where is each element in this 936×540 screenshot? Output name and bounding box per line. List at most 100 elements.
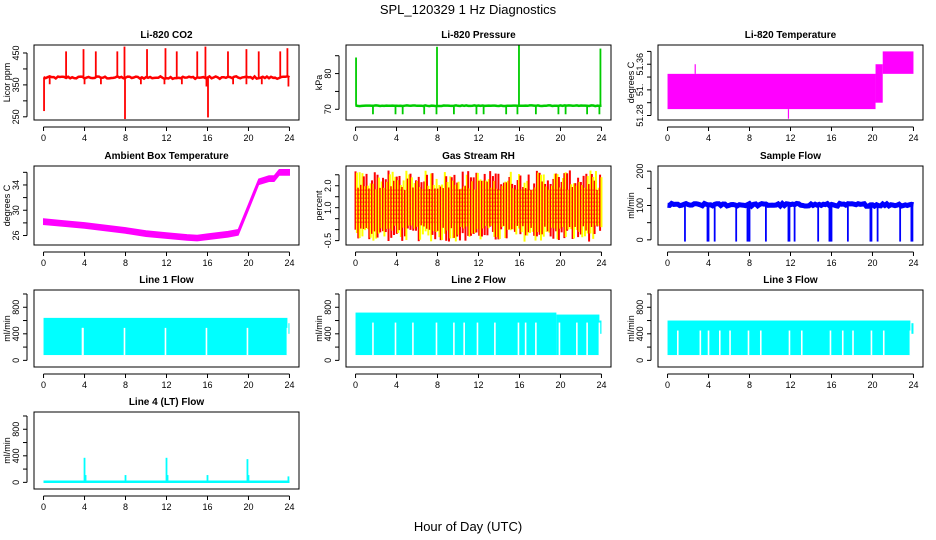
y-axis-label: degrees C xyxy=(2,184,12,226)
data-point-column xyxy=(497,173,500,240)
data-point-column xyxy=(438,184,441,238)
data-point-column xyxy=(441,184,444,240)
band-gap xyxy=(676,330,679,356)
plot-frame xyxy=(345,289,612,368)
x-tick-label: 24 xyxy=(908,380,918,390)
data-point-column xyxy=(483,173,486,236)
plot-frame xyxy=(345,44,612,121)
data-point-column xyxy=(583,187,586,237)
x-tick-label: 20 xyxy=(243,502,253,512)
data-point-column xyxy=(365,173,368,229)
data-point-column xyxy=(527,174,530,233)
plot-frame xyxy=(657,44,924,121)
x-tick-label: 20 xyxy=(243,380,253,390)
data-marks xyxy=(667,320,914,356)
data-point-column xyxy=(468,188,471,237)
data-point-column xyxy=(402,180,405,228)
data-point-column xyxy=(387,170,390,241)
data-point-column xyxy=(564,172,567,238)
x-tick-label: 8 xyxy=(435,133,440,143)
series-band xyxy=(911,323,914,334)
data-point-column xyxy=(489,171,492,227)
data-point-column xyxy=(449,176,452,239)
data-point-column xyxy=(446,182,449,231)
y-tick-label: 51. xyxy=(635,84,645,97)
figure-xlabel: Hour of Day (UTC) xyxy=(414,519,522,534)
data-point-column xyxy=(372,183,375,241)
y-tick-label: 400 xyxy=(11,326,21,341)
data-point-column xyxy=(355,172,358,234)
data-point-column xyxy=(454,184,457,242)
data-point-column xyxy=(513,185,516,232)
data-point-column xyxy=(502,182,505,226)
data-point-column xyxy=(478,180,481,236)
data-point-column xyxy=(403,190,406,237)
y-axis-label: ml/min xyxy=(626,192,636,219)
y-tick-label: 250 xyxy=(11,109,21,124)
data-point-column xyxy=(360,184,363,229)
panel-sample-flow: Sample Flow 0 4 8 12 16 20 24 0 100 200 ml/min xyxy=(626,151,924,268)
panel-title: Line 1 Flow xyxy=(139,275,194,286)
data-point-column xyxy=(366,185,369,230)
x-tick-label: 0 xyxy=(41,258,46,268)
panel-title: Sample Flow xyxy=(760,151,821,162)
data-point-column xyxy=(507,180,510,230)
data-point-column xyxy=(391,171,394,231)
data-marks xyxy=(43,46,291,120)
data-point-column xyxy=(485,180,488,226)
data-point-column xyxy=(544,183,547,227)
data-point-column xyxy=(408,174,411,226)
y-axis-label: ml/min xyxy=(2,315,12,342)
data-point-column xyxy=(538,172,541,235)
x-tick-label: 4 xyxy=(82,258,87,268)
band-gap xyxy=(870,330,873,356)
data-point-column xyxy=(563,173,566,239)
data-point-column xyxy=(504,181,507,239)
data-point-column xyxy=(540,174,543,241)
data-point-column xyxy=(361,173,364,237)
y-tick-label: 800 xyxy=(11,300,21,315)
data-point-column xyxy=(394,176,397,226)
band-gap xyxy=(463,322,465,356)
data-marks xyxy=(667,200,914,242)
data-point-column xyxy=(596,189,599,227)
y-axis-label: kPa xyxy=(314,75,324,91)
x-tick-label: 16 xyxy=(202,133,212,143)
data-marks xyxy=(354,170,603,242)
x-tick-label: 12 xyxy=(161,133,171,143)
x-tick-label: 24 xyxy=(284,133,294,143)
data-point-column xyxy=(357,187,360,239)
data-point-column xyxy=(395,176,398,234)
panel-title: Line 4 (LT) Flow xyxy=(129,397,205,408)
x-tick-label: 16 xyxy=(202,258,212,268)
y-tick-label: 0 xyxy=(11,358,21,363)
x-tick-label: 12 xyxy=(161,380,171,390)
panel-li-820-co2: Li-820 CO2 0 4 8 12 16 20 24 250 350 450 Licor ppm xyxy=(2,30,300,143)
x-tick-label: 12 xyxy=(785,380,795,390)
data-point-column xyxy=(456,182,459,237)
series-line xyxy=(667,200,914,210)
data-point-column xyxy=(566,173,569,231)
series-band xyxy=(43,169,290,242)
data-point-column xyxy=(574,183,577,227)
panel-title: Ambient Box Temperature xyxy=(104,151,229,162)
data-point-column xyxy=(430,173,433,242)
data-point-column xyxy=(588,184,591,242)
data-point-column xyxy=(500,184,503,230)
panel-title: Li-820 Pressure xyxy=(441,30,516,41)
band-gap xyxy=(246,327,249,356)
y-tick-label: 51.36 xyxy=(635,53,645,76)
x-tick-label: 12 xyxy=(161,502,171,512)
data-point-column xyxy=(570,184,573,230)
x-tick-label: 8 xyxy=(747,133,752,143)
data-point-column xyxy=(479,179,482,240)
data-point-column xyxy=(443,172,446,234)
band-gap xyxy=(852,330,854,356)
y-tick-label: 450 xyxy=(11,45,21,60)
data-point-column xyxy=(424,170,427,232)
series-line xyxy=(43,74,291,81)
data-point-column xyxy=(482,180,485,229)
